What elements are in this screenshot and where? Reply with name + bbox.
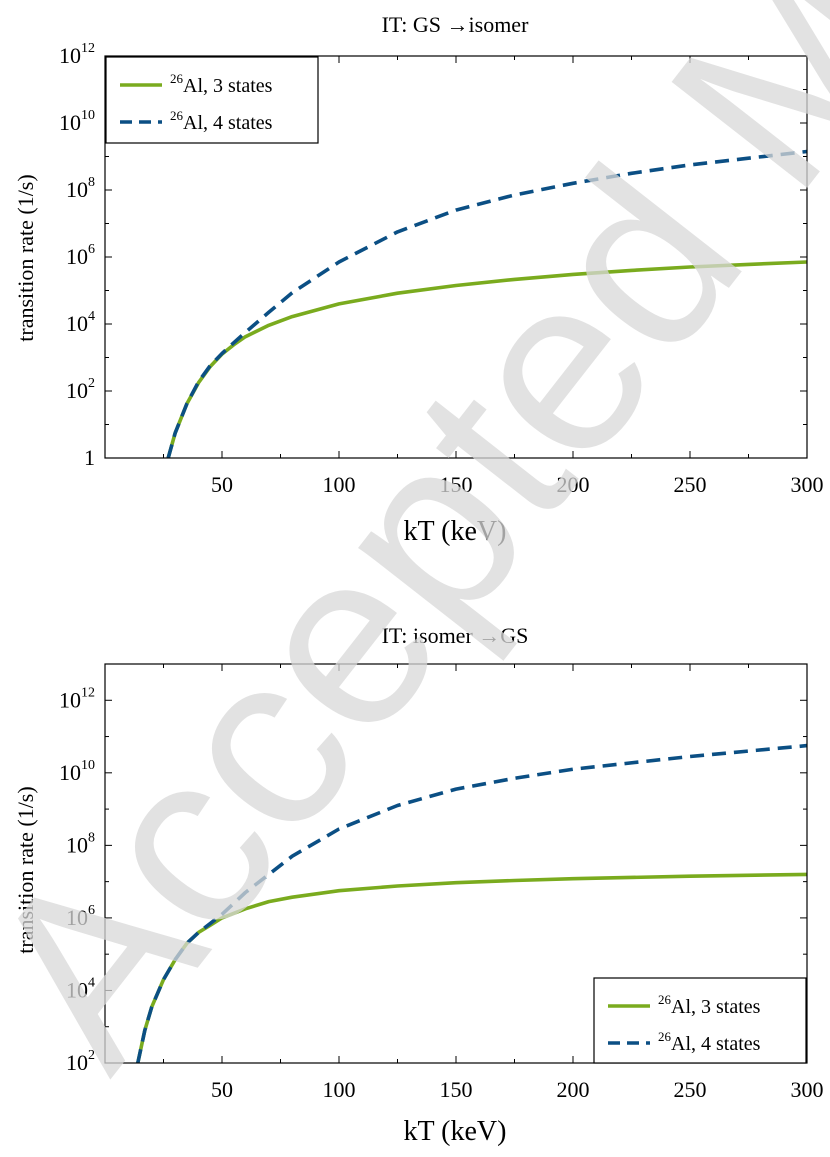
x-axis-label: kT (keV) (404, 516, 507, 547)
x-tick-label: 200 (557, 1077, 590, 1102)
series-line-2 (166, 149, 808, 459)
legend-box (105, 56, 319, 144)
legend: 26Al, 3 states 26Al, 4 states (105, 56, 319, 144)
x-tick-label: 50 (211, 1077, 233, 1102)
chart-bottom: IT: isomer →GS 50 100 150 200 250 300 102 104 10… (13, 623, 824, 1147)
y-axis-label: transition rate (1/s) (13, 786, 38, 953)
series-line-1 (166, 260, 808, 459)
y-tick-label: 1010 (59, 108, 95, 135)
y-tick-label: 104 (66, 975, 95, 1002)
x-tick-label: 200 (557, 472, 590, 497)
y-tick-label: 1010 (59, 758, 95, 785)
y-tick-label: 102 (66, 1048, 95, 1075)
series-line-2 (136, 743, 808, 1064)
legend-entry-1: 26Al, 3 states (658, 992, 761, 1018)
x-tick-label: 100 (323, 1077, 356, 1102)
x-tick-label: 300 (791, 472, 824, 497)
y-tick-label: 106 (66, 903, 95, 930)
series-layer (136, 743, 808, 1064)
ticks-layer: 50 100 150 200 250 300 102 104 106 108 1010 1012 (59, 663, 824, 1102)
x-axis-label: kT (keV) (404, 1116, 507, 1147)
series-layer (166, 149, 808, 459)
legend-box (593, 977, 807, 1064)
y-tick-label: 1012 (59, 685, 95, 712)
x-tick-label: 100 (323, 472, 356, 497)
y-tick-label: 108 (66, 830, 95, 857)
legend-entry-1: 26Al, 3 states (170, 71, 273, 97)
y-tick-label: 108 (66, 175, 95, 202)
x-tick-label: 250 (674, 1077, 707, 1102)
chart-top: IT: GS →isomer 50 100 150 200 250 300 1 102 104 1… (13, 12, 824, 547)
ticks-layer: 50 100 150 200 250 300 1 102 104 106 108 1010 1012 (59, 41, 824, 497)
chart-title: IT: GS →isomer (382, 12, 529, 37)
y-tick-label: 1012 (59, 41, 95, 68)
x-tick-label: 250 (674, 472, 707, 497)
watermark: Accepted Manuscript (0, 0, 830, 1113)
x-tick-label: 150 (440, 472, 473, 497)
y-tick-label: 102 (66, 376, 95, 403)
x-tick-label: 50 (211, 472, 233, 497)
y-tick-label: 104 (66, 309, 95, 336)
legend-entry-2: 26Al, 4 states (658, 1029, 761, 1055)
chart-title: IT: isomer →GS (382, 623, 529, 648)
series-line-1 (136, 872, 808, 1064)
x-tick-label: 300 (791, 1077, 824, 1102)
y-tick-label: 1 (84, 445, 95, 470)
legend-entry-2: 26Al, 4 states (170, 108, 273, 134)
x-tick-label: 150 (440, 1077, 473, 1102)
y-tick-label: 106 (66, 242, 95, 269)
legend: 26Al, 3 states 26Al, 4 states (593, 977, 807, 1064)
y-axis-label: transition rate (1/s) (13, 174, 38, 341)
